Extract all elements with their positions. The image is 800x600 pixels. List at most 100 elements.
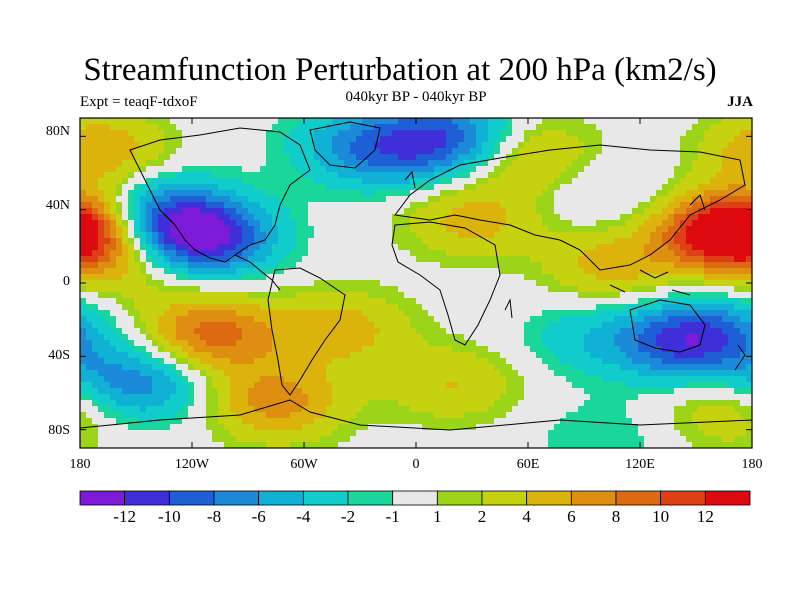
field-cell <box>110 220 117 227</box>
field-cell <box>212 334 219 341</box>
field-cell <box>164 340 171 347</box>
field-cell <box>314 280 321 287</box>
field-cell <box>620 238 627 245</box>
field-cell <box>98 214 105 221</box>
field-cell <box>92 178 99 185</box>
field-cell <box>92 406 99 413</box>
field-cell <box>356 148 363 155</box>
field-cell <box>344 304 351 311</box>
field-cell <box>224 280 231 287</box>
field-cell <box>86 436 93 443</box>
field-cell <box>518 286 525 293</box>
field-cell <box>368 400 375 407</box>
field-cell <box>536 292 543 299</box>
field-cell <box>350 166 357 173</box>
field-cell <box>188 352 195 359</box>
field-cell <box>548 412 555 419</box>
field-cell <box>476 406 483 413</box>
field-cell <box>482 190 489 197</box>
field-cell <box>188 424 195 431</box>
field-cell <box>590 442 597 449</box>
field-cell <box>92 430 99 437</box>
field-cell <box>164 250 171 257</box>
field-cell <box>128 250 135 257</box>
field-cell <box>86 382 93 389</box>
field-cell <box>470 442 477 449</box>
field-cell <box>80 310 87 317</box>
field-cell <box>374 322 381 329</box>
field-cell <box>362 268 369 275</box>
field-cell <box>110 280 117 287</box>
field-cell <box>110 274 117 281</box>
field-cell <box>596 184 603 191</box>
field-cell <box>560 430 567 437</box>
field-cell <box>314 412 321 419</box>
field-cell <box>494 160 501 167</box>
field-cell <box>512 208 519 215</box>
field-cell <box>266 406 273 413</box>
field-cell <box>242 358 249 365</box>
field-cell <box>554 142 561 149</box>
field-cell <box>272 418 279 425</box>
field-cell <box>194 364 201 371</box>
field-cell <box>338 232 345 239</box>
field-cell <box>92 304 99 311</box>
field-cell <box>578 316 585 323</box>
field-cell <box>254 370 261 377</box>
field-cell <box>230 268 237 275</box>
field-cell <box>434 304 441 311</box>
field-cell <box>524 154 531 161</box>
field-cell <box>422 304 429 311</box>
field-cell <box>104 340 111 347</box>
field-cell <box>104 178 111 185</box>
field-cell <box>572 160 579 167</box>
field-cell <box>344 148 351 155</box>
field-cell <box>302 220 309 227</box>
field-cell <box>344 430 351 437</box>
field-cell <box>170 352 177 359</box>
field-cell <box>290 118 297 125</box>
field-cell <box>416 382 423 389</box>
field-cell <box>386 322 393 329</box>
field-cell <box>452 406 459 413</box>
field-cell <box>260 196 267 203</box>
field-cell <box>578 226 585 233</box>
field-cell <box>488 280 495 287</box>
field-cell <box>398 142 405 149</box>
field-cell <box>110 142 117 149</box>
field-cell <box>80 118 87 125</box>
field-cell <box>194 280 201 287</box>
field-cell <box>182 406 189 413</box>
field-cell <box>596 304 603 311</box>
field-cell <box>614 262 621 269</box>
field-cell <box>518 412 525 419</box>
field-cell <box>452 184 459 191</box>
field-cell <box>236 214 243 221</box>
field-cell <box>608 262 615 269</box>
field-cell <box>80 232 87 239</box>
field-cell <box>164 256 171 263</box>
field-cell <box>476 310 483 317</box>
field-cell <box>194 238 201 245</box>
field-cell <box>440 244 447 251</box>
field-cell <box>128 358 135 365</box>
field-cell <box>410 148 417 155</box>
field-cell <box>146 148 153 155</box>
field-cell <box>266 250 273 257</box>
field-cell <box>548 310 555 317</box>
field-cell <box>344 208 351 215</box>
field-cell <box>260 304 267 311</box>
field-cell <box>488 196 495 203</box>
field-cell <box>512 226 519 233</box>
field-cell <box>314 322 321 329</box>
field-cell <box>590 322 597 329</box>
field-cell <box>242 166 249 173</box>
field-cell <box>602 340 609 347</box>
field-cell <box>380 358 387 365</box>
field-cell <box>284 238 291 245</box>
field-cell <box>248 208 255 215</box>
field-cell <box>614 304 621 311</box>
field-cell <box>542 166 549 173</box>
field-cell <box>122 274 129 281</box>
field-cell <box>110 298 117 305</box>
